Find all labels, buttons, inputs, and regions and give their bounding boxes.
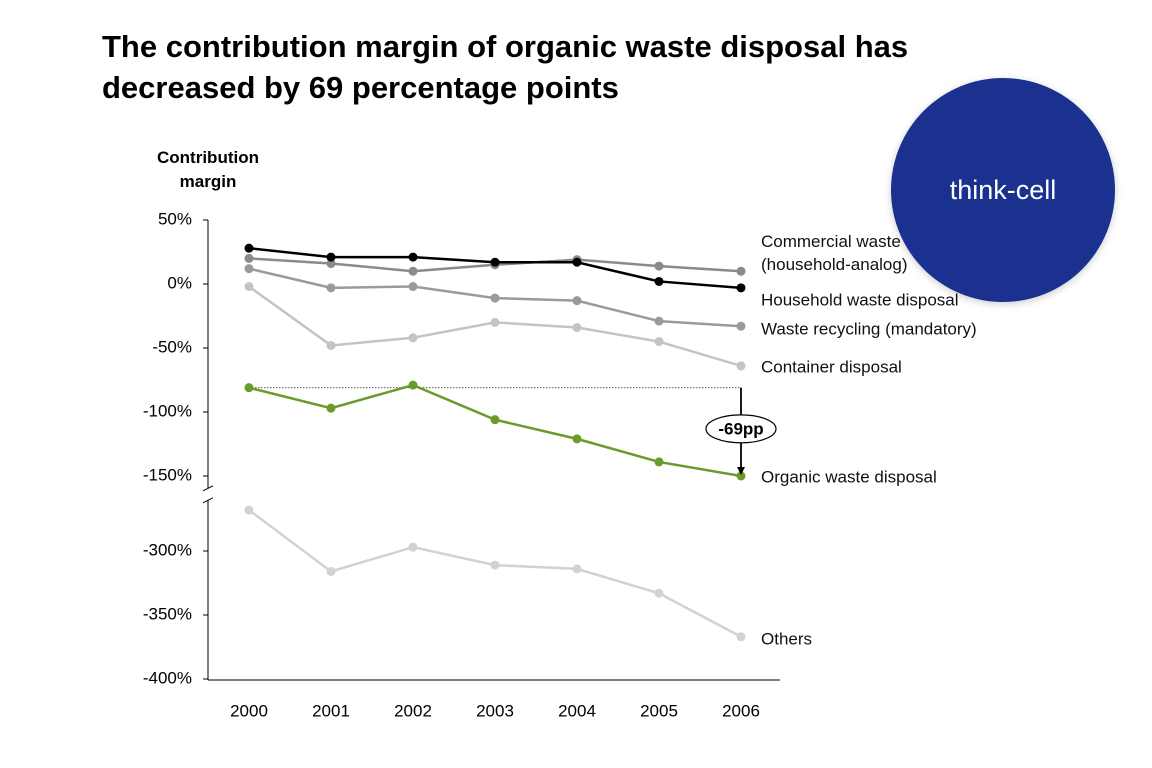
- series-label: Organic waste disposal: [761, 467, 937, 487]
- data-point: [326, 283, 336, 293]
- data-point: [326, 252, 336, 262]
- x-tick-label: 2003: [476, 701, 514, 720]
- annotation-text: -69pp: [718, 419, 763, 438]
- data-point: [490, 560, 500, 570]
- x-tick-label: 2006: [722, 701, 760, 720]
- y-tick-label: -150%: [143, 465, 192, 484]
- y-tick-label: -100%: [143, 401, 192, 420]
- series-label: Commercial waste (household-analog): [761, 232, 908, 275]
- x-tick-label: 2002: [394, 701, 432, 720]
- data-point: [490, 293, 500, 303]
- axis-break: [202, 485, 214, 492]
- data-point: [326, 566, 336, 576]
- data-point: [654, 457, 664, 467]
- data-point: [408, 380, 418, 390]
- data-point: [654, 261, 664, 271]
- series-line: [248, 509, 742, 638]
- data-point: [326, 403, 336, 413]
- data-point: [244, 383, 254, 393]
- x-tick-label: 2005: [640, 701, 678, 720]
- data-point: [572, 296, 582, 306]
- x-tick-label: 2001: [312, 701, 350, 720]
- data-point: [736, 321, 746, 331]
- data-point: [490, 317, 500, 327]
- data-point: [736, 283, 746, 293]
- data-point: [244, 282, 254, 292]
- series-label: Others: [761, 629, 813, 649]
- data-point: [244, 243, 254, 253]
- data-point: [244, 505, 254, 515]
- y-tick-label: 0%: [167, 273, 192, 292]
- data-point: [490, 257, 500, 267]
- data-point: [654, 337, 664, 347]
- y-tick-label: -300%: [143, 540, 192, 559]
- data-point: [736, 471, 746, 481]
- data-point: [408, 542, 418, 552]
- data-point: [736, 632, 746, 642]
- chart-title: The contribution margin of organic waste…: [102, 29, 909, 105]
- y-tick-label: -50%: [152, 337, 192, 356]
- data-point: [408, 252, 418, 262]
- annotation-bubble: [705, 414, 777, 444]
- watermark: think-cell: [891, 78, 1115, 302]
- y-axis-label: Contribution margin: [157, 148, 259, 191]
- y-tick-label: 50%: [158, 209, 192, 228]
- arrow-head: [737, 467, 745, 475]
- x-tick-label: 2000: [230, 701, 268, 720]
- data-point: [654, 588, 664, 598]
- data-point: [654, 276, 664, 286]
- data-point: [654, 316, 664, 326]
- series-label: Household waste disposal: [761, 290, 959, 310]
- series-label: Container disposal: [761, 357, 902, 377]
- data-point: [244, 264, 254, 274]
- data-point: [572, 323, 582, 333]
- data-point: [736, 266, 746, 276]
- data-point: [572, 434, 582, 444]
- axis-break: [202, 497, 214, 504]
- data-point: [244, 253, 254, 263]
- series-line: [248, 383, 742, 478]
- data-point: [490, 415, 500, 425]
- data-point: [408, 282, 418, 292]
- data-point: [326, 259, 336, 269]
- y-tick-label: -350%: [143, 604, 192, 623]
- series-label: Waste recycling (mandatory): [761, 319, 977, 339]
- data-point: [572, 257, 582, 267]
- x-tick-label: 2004: [558, 701, 596, 720]
- data-point: [408, 333, 418, 343]
- data-point: [736, 361, 746, 371]
- data-point: [408, 266, 418, 276]
- data-point: [326, 340, 336, 350]
- data-point: [572, 564, 582, 574]
- y-tick-label: -400%: [143, 668, 192, 687]
